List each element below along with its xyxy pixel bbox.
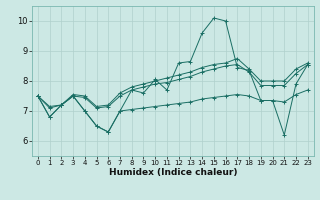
- X-axis label: Humidex (Indice chaleur): Humidex (Indice chaleur): [108, 168, 237, 177]
